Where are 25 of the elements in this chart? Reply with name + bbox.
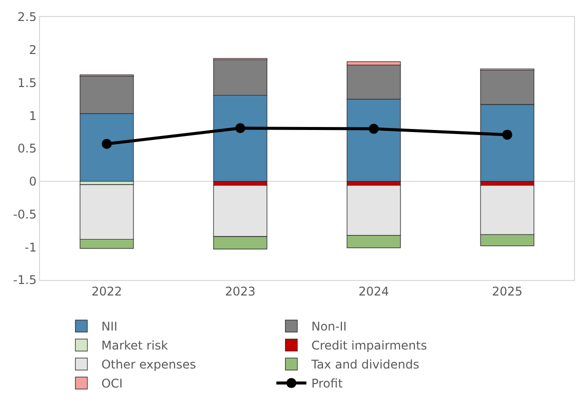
- y-tick-label: -0.5: [13, 207, 37, 222]
- y-tick-label: 2: [28, 43, 37, 58]
- y-tick-label: 1: [28, 108, 37, 123]
- y-tick-label: 2.5: [18, 10, 37, 24]
- x-tick-label: 2023: [224, 284, 256, 298]
- point: [102, 138, 112, 149]
- y-tick-label: 0: [28, 174, 37, 189]
- legend-label: Market risk: [101, 338, 168, 353]
- point: [502, 130, 512, 140]
- y-tick-label: -1: [24, 240, 37, 254]
- point: [235, 123, 246, 134]
- legend-label: Credit impairments: [311, 338, 427, 353]
- legend-label: NII: [101, 320, 118, 334]
- legend-label: OCI: [101, 376, 123, 391]
- x-tick-label: 2024: [358, 284, 390, 298]
- legend-label: Tax and dividends: [310, 358, 420, 372]
- y-tick-label: 0.5: [18, 142, 37, 156]
- point: [368, 124, 379, 134]
- x-tick-label: 2025: [492, 284, 523, 298]
- legend-label: Profit: [311, 376, 343, 391]
- legend-label: Other expenses: [101, 358, 196, 372]
- y-tick-label: -1.5: [13, 273, 37, 288]
- legend-label: Non-II: [311, 320, 347, 334]
- x-tick-label: 2022: [91, 284, 122, 298]
- y-tick-label: 1.5: [18, 76, 37, 90]
